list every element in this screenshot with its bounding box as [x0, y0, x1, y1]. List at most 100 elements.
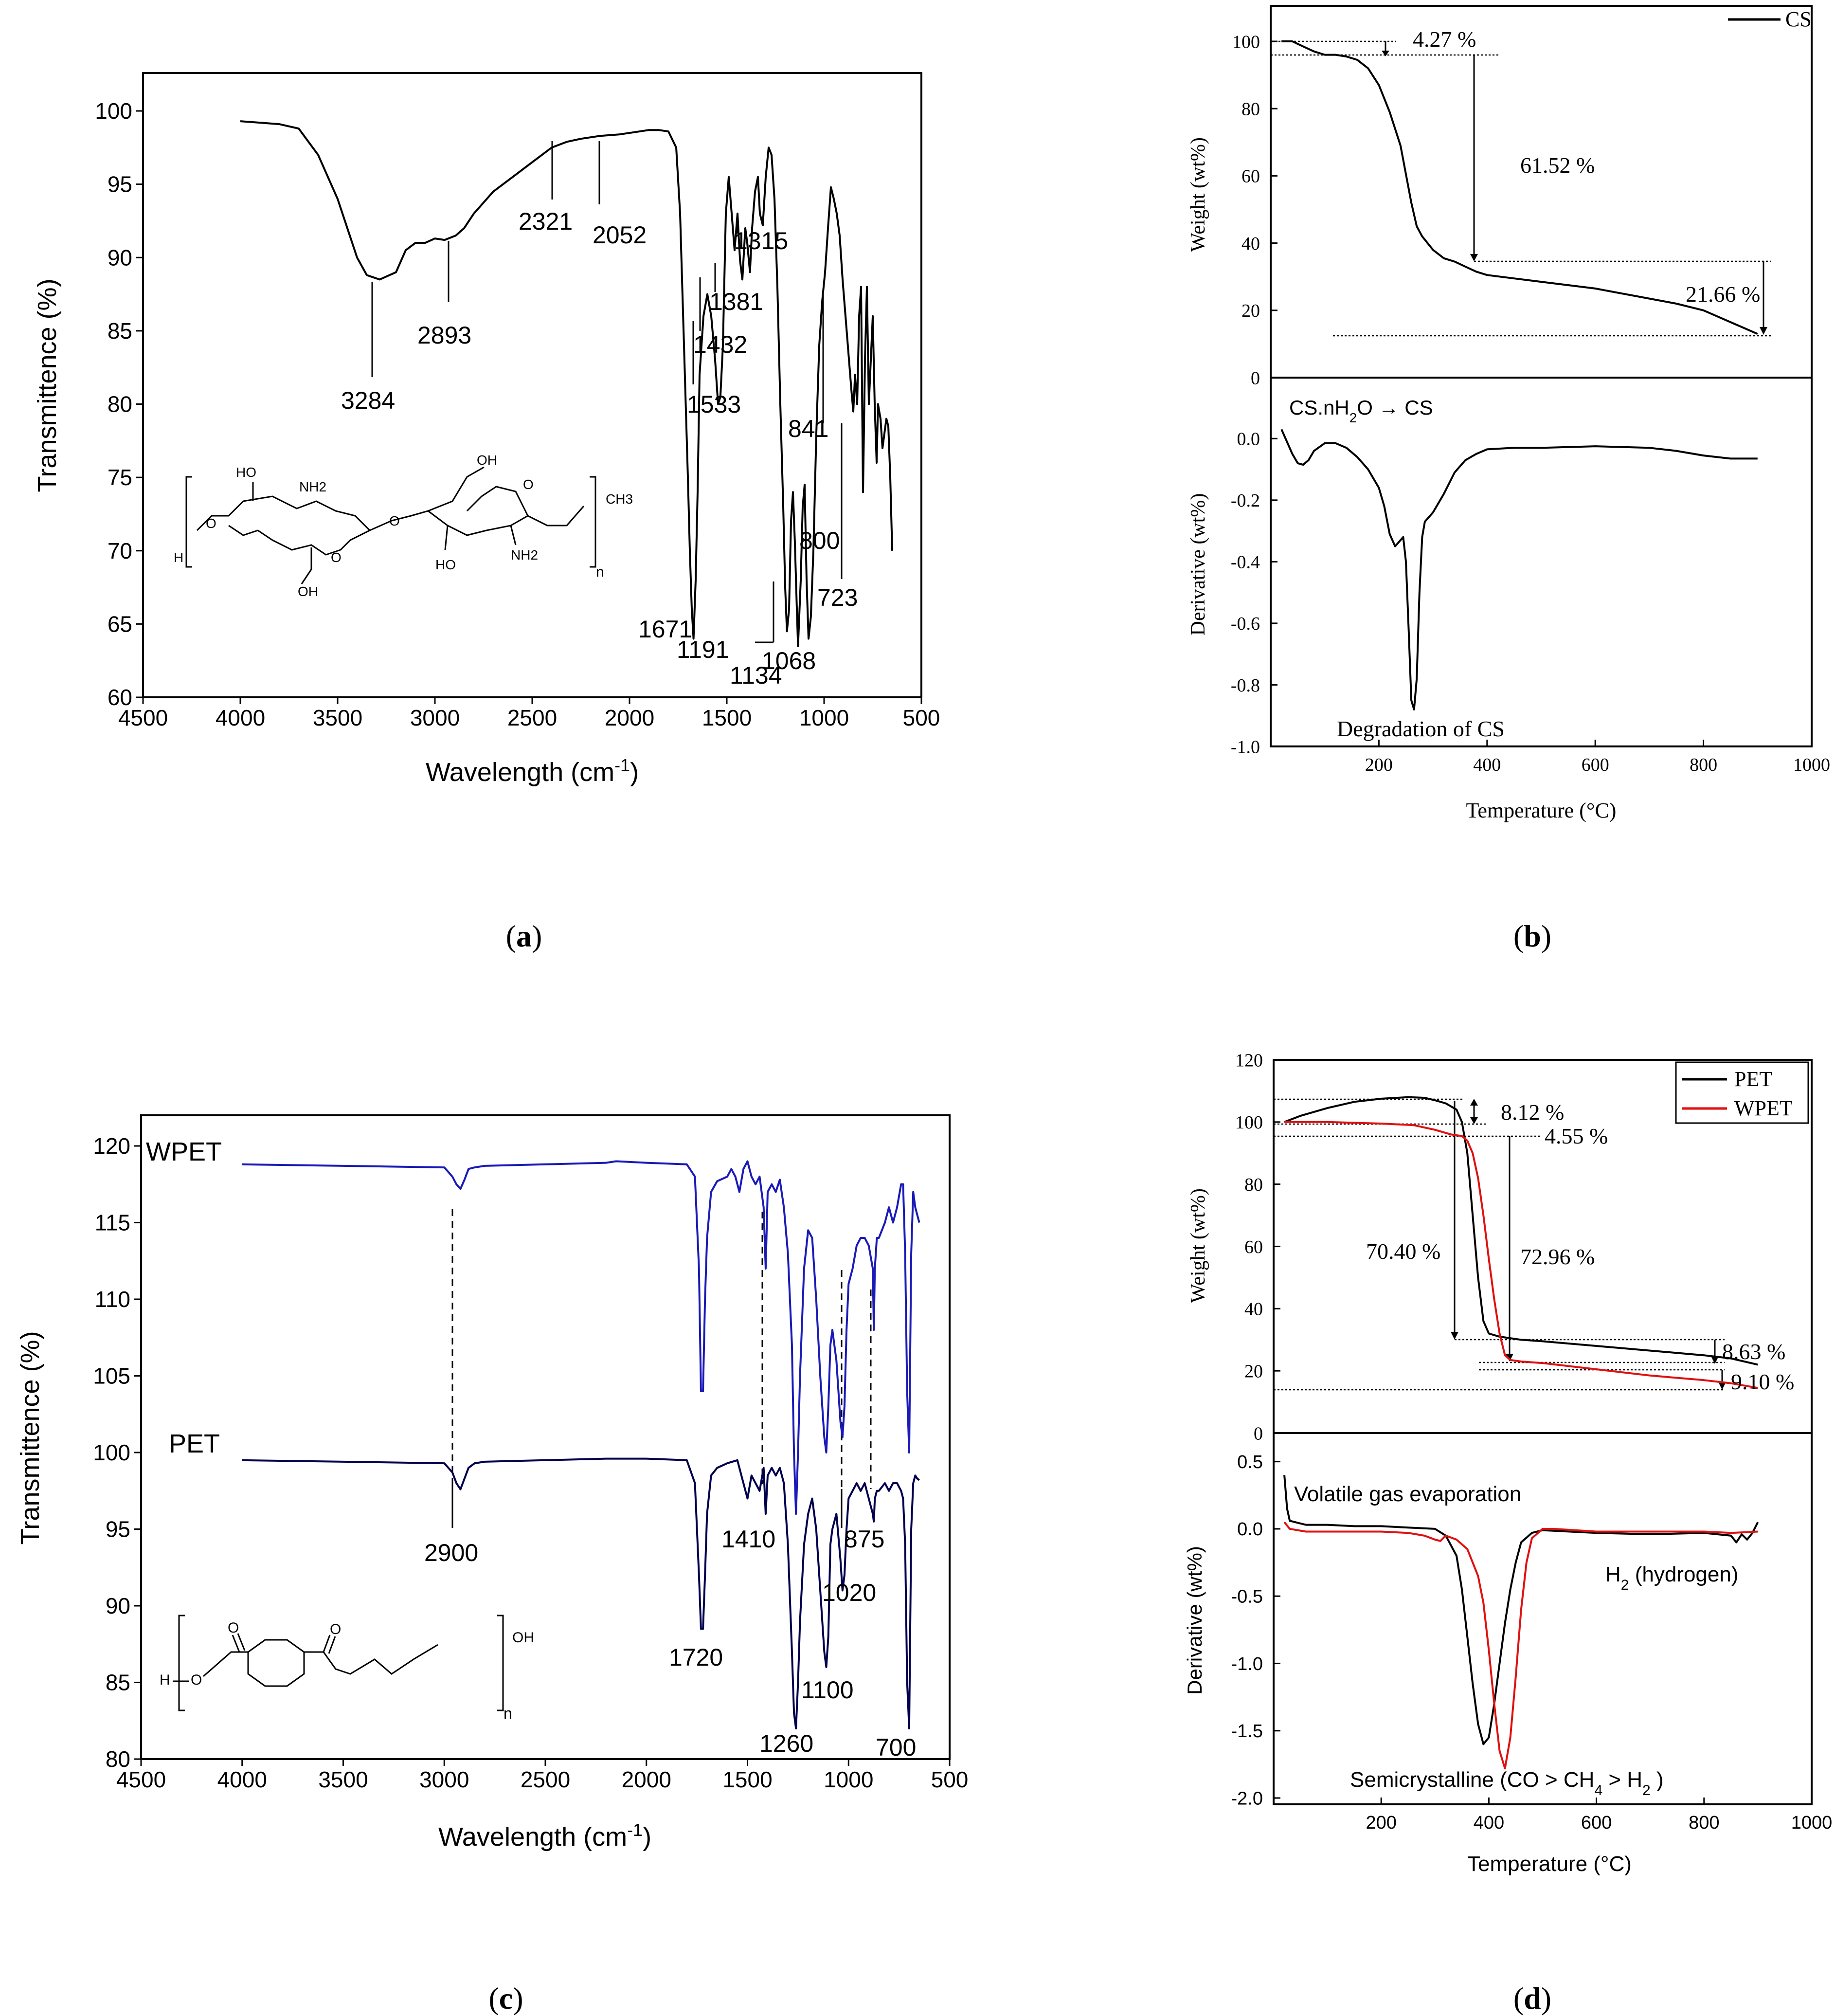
panel-d-bottom-series-wpet: [1283, 1521, 1758, 1770]
y-tick-label: 40: [1241, 234, 1260, 254]
x-tick-label: 2500: [521, 1767, 570, 1792]
panel-c-xlabel-sup: -1: [627, 1820, 643, 1840]
annot-hydrogen-b: (hydrogen): [1629, 1562, 1738, 1586]
y-tick-label: 120: [1235, 1050, 1263, 1071]
y-tick-label: -0.4: [1231, 552, 1260, 573]
y-tick-label: 100: [93, 1440, 130, 1465]
annot-semi-sub2: 2: [1642, 1782, 1651, 1798]
structure-label: OH: [477, 453, 497, 468]
structure-label: NH2: [511, 547, 538, 563]
structure-label: OH: [512, 1630, 534, 1646]
x-tick-label: 800: [1690, 755, 1717, 775]
peak-label-2893: 2893: [417, 322, 471, 349]
panel-a-y-axis: 60 65 70 75 80 85 90 95 100: [95, 98, 143, 710]
panel-d-legend: PET WPET: [1675, 1061, 1809, 1124]
panel-b-bottom-series-cs: [1280, 429, 1758, 711]
y-tick-label: -1.5: [1231, 1721, 1263, 1742]
y-tick-label: -1.0: [1231, 737, 1260, 757]
x-tick-label: 4500: [118, 705, 168, 730]
x-tick-label: 400: [1473, 755, 1501, 775]
panel-c-x-axis: 4500 4000 3500 3000 2500 2000 1500 1000 500: [116, 1759, 969, 1792]
peak-label-3284: 3284: [341, 387, 395, 414]
peak-label-1068: 1068: [762, 647, 816, 674]
panel-d: 200 400 600 800 1000 0 20 40 60 80 100 120 -2.0 -1.…: [1183, 1050, 1832, 2016]
panel-b-xlabel: Temperature (°C): [1466, 799, 1617, 822]
y-tick-label: 85: [108, 318, 132, 344]
peak-label-1315: 1315: [734, 227, 788, 254]
y-tick-label: 90: [108, 245, 132, 270]
pet-structure: H O O O OH n: [160, 1615, 534, 1722]
panel-d-top-y-axis: 0 20 40 60 80 100 120: [1235, 1050, 1280, 1444]
peak-label-2900: 2900: [424, 1539, 478, 1566]
panel-b-legend: CS: [1728, 7, 1812, 31]
panel-a: 4500 4000 3500 3000 2500 2000 1500 1000 500 60 65…: [33, 72, 940, 953]
x-tick-label: 3500: [313, 705, 362, 730]
peak-label-2052: 2052: [593, 221, 647, 249]
peak-label-800: 800: [799, 527, 840, 554]
annot-semi-c: ): [1651, 1768, 1664, 1792]
panel-b-bottom-y-axis: -1.0 -0.8 -0.6 -0.4 -0.2 0.0: [1231, 429, 1277, 757]
y-tick-label: -1.0: [1231, 1654, 1263, 1674]
annot-semicrystalline: Semicrystalline (CO > CH4 > H2 ): [1350, 1768, 1664, 1798]
x-tick-label: 500: [931, 1767, 969, 1792]
panel-c-xlabel: Wavelength (cm-1): [438, 1820, 651, 1852]
panel-d-bottom-series-pet: [1283, 1475, 1759, 1745]
panel-b: 200 400 600 800 1000 0 20 40 60 80 100 -1.0 -0.8 -0…: [1187, 5, 1830, 953]
y-tick-label: 0.0: [1237, 429, 1260, 450]
y-tick-label: 0.0: [1237, 1519, 1263, 1540]
y-tick-label: 120: [93, 1133, 130, 1159]
structure-label: OH: [298, 584, 318, 599]
annot-hydrogen-a: H: [1605, 1562, 1621, 1586]
panel-a-x-axis: 4500 4000 3500 3000 2500 2000 1500 1000 500: [118, 697, 940, 730]
y-tick-label: 90: [106, 1593, 130, 1618]
panel-b-plot-frame: [1270, 5, 1813, 747]
panel-d-caption-letter: d: [1524, 1981, 1541, 2016]
panel-c-guides: [451, 1209, 872, 1528]
structure-label: O: [228, 1620, 239, 1636]
peak-label-1260: 1260: [759, 1730, 813, 1757]
x-tick-label: 1000: [824, 1767, 873, 1792]
panel-c: 4500 4000 3500 3000 2500 2000 1500 1000 500 80 85…: [16, 1114, 969, 2016]
panel-b-x-axis: 200 400 600 800 1000: [1365, 740, 1830, 775]
y-tick-label: 0: [1251, 368, 1260, 388]
annot-semi-sub1: 4: [1594, 1782, 1602, 1798]
y-tick-label: 65: [108, 611, 132, 636]
panel-a-xlabel-sup: -1: [614, 755, 630, 775]
annot-semi-a: Semicrystalline (CO > CH: [1350, 1768, 1594, 1792]
peak-label-700: 700: [876, 1734, 916, 1761]
panel-a-caption: (a): [506, 919, 542, 953]
panel-d-guides: [1274, 1098, 1726, 1391]
panel-a-series-cs: [240, 120, 893, 647]
panel-b-guides: [1271, 40, 1771, 337]
x-tick-label: 1500: [702, 705, 752, 730]
peak-label-2321: 2321: [519, 208, 573, 235]
panel-c-ylabel: Transmittence (%): [16, 1331, 45, 1544]
panel-d-caption: (d): [1513, 1981, 1551, 2016]
panel-c-caption-letter: c: [499, 1981, 513, 2016]
y-tick-label: 60: [108, 685, 132, 710]
y-tick-label: -0.5: [1231, 1586, 1263, 1607]
y-tick-label: 80: [106, 1746, 130, 1772]
y-tick-label: 70: [108, 538, 132, 563]
panel-a-xlabel: Wavelength (cm-1): [426, 755, 639, 787]
y-tick-label: 0.5: [1237, 1452, 1263, 1472]
panel-b-top-series-cs: [1281, 40, 1758, 335]
y-tick-label: 20: [1241, 301, 1260, 321]
panel-a-callouts: [371, 141, 843, 643]
structure-label: CH3: [606, 491, 633, 507]
panel-a-caption-letter: a: [516, 919, 532, 953]
annot-semi-b: > H: [1602, 1768, 1642, 1792]
annot-dehydration-b: O → CS: [1357, 396, 1433, 419]
panel-c-plot-frame: [140, 1114, 951, 1760]
panel-b-caption-letter: b: [1524, 919, 1541, 953]
legend-label-pet: PET: [1734, 1067, 1772, 1091]
y-tick-label: 80: [1241, 99, 1260, 120]
legend-label-wpet: WPET: [1734, 1096, 1793, 1120]
x-tick-label: 600: [1581, 1813, 1612, 1833]
x-tick-label: 1000: [799, 705, 849, 730]
panel-c-series-wpet: [242, 1160, 920, 1515]
chitosan-structure: H O HO NH2 O OH O OH O HO NH2 CH3 n: [174, 453, 633, 599]
x-tick-label: 3000: [419, 1767, 469, 1792]
panel-a-xlabel-text: Wavelength (cm: [426, 758, 614, 787]
